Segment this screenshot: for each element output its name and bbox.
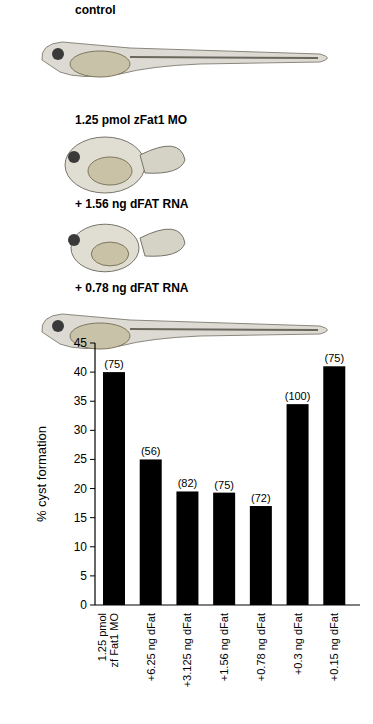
bar [176, 491, 198, 605]
fish-body [42, 42, 328, 77]
y-axis [94, 343, 95, 605]
bar [213, 493, 235, 605]
y-tick [90, 459, 95, 460]
fish-tail [140, 146, 185, 173]
fish-edema [71, 224, 139, 272]
fish-notochord [130, 57, 318, 58]
y-tick [90, 430, 95, 431]
x-tick-label: +1.56 ng dFat [218, 613, 230, 681]
y-tick-label: 0 [80, 598, 87, 612]
y-tick [90, 546, 95, 547]
y-tick-label: 35 [74, 394, 88, 408]
fish-image [42, 42, 328, 77]
fish-notochord [130, 329, 318, 330]
y-tick [90, 517, 95, 518]
x-tick-label-group: +0.15 ng dFat [328, 613, 340, 681]
bar-annotation: (56) [141, 445, 161, 457]
y-tick [90, 401, 95, 402]
bar-annotation: (100) [285, 390, 311, 402]
x-tick-label: +0.3 ng dFat [292, 613, 304, 675]
bar [140, 459, 162, 605]
fish-edema [65, 137, 145, 193]
y-tick [90, 372, 95, 373]
fish-yolk [91, 242, 128, 266]
panel-label: control [75, 3, 116, 17]
y-tick-label: 25 [74, 452, 88, 466]
panel-label: 1.25 pmol zFat1 MO [75, 113, 187, 127]
fish-image [68, 224, 185, 272]
fish-yolk [70, 323, 130, 349]
y-axis-label: % cyst formation [34, 426, 49, 522]
bars [103, 366, 345, 605]
y-tick-label: 30 [74, 423, 88, 437]
y-tick [90, 575, 95, 576]
bar-annotation: (75) [325, 352, 345, 364]
panel-label: + 0.78 ng dFAT RNA [75, 281, 189, 295]
panel-label: + 1.56 ng dFAT RNA [75, 197, 189, 211]
bar [323, 366, 345, 605]
y-tick-label: 5 [80, 569, 87, 583]
bar [250, 506, 272, 605]
fish-eye [68, 151, 80, 163]
x-axis [95, 604, 360, 605]
bar-annotation: (72) [251, 492, 271, 504]
x-tick-label: +0.15 ng dFat [328, 613, 340, 681]
y-tick [90, 605, 95, 606]
fish-yolk [88, 157, 132, 185]
bar [103, 372, 125, 605]
y-tick-label: 45 [74, 336, 88, 350]
x-tick-label-group: 1.25 pmolzf Fat1 MO [96, 613, 120, 668]
y-tick-label: 10 [74, 540, 88, 554]
y-tick [90, 488, 95, 489]
x-tick-label-group: +3.125 ng dFat [181, 613, 193, 687]
y-tick-label: 20 [74, 482, 88, 496]
fish-eye [52, 48, 64, 60]
bar-annotation: (75) [104, 358, 124, 370]
x-tick-label-group: +6.25 ng dFat [145, 613, 157, 681]
x-tick-label: +3.125 ng dFat [181, 613, 193, 687]
fish-tail [140, 229, 185, 256]
y-tick-label: 40 [74, 365, 88, 379]
x-tick-label-group: +0.78 ng dFat [255, 613, 267, 681]
bar-annotation: (75) [214, 479, 234, 491]
figure: control 1.25 pmol zFat1 MO + 1.56 ng dFAT … [0, 0, 373, 724]
x-tick-label: +0.78 ng dFat [255, 613, 267, 681]
x-tick-label: +6.25 ng dFat [145, 613, 157, 681]
x-tick-label: 1.25 pmol [96, 613, 108, 661]
fish-eye [52, 320, 64, 332]
x-tick-label-group: +1.56 ng dFat [218, 613, 230, 681]
fish-image [42, 314, 328, 349]
bar-annotation: (82) [178, 477, 198, 489]
bar [287, 404, 309, 605]
x-tick-label-group: +0.3 ng dFat [292, 613, 304, 675]
fish-yolk [70, 51, 130, 77]
x-tick-label: zf Fat1 MO [108, 613, 120, 668]
y-tick-label: 15 [74, 511, 88, 525]
fish-image [65, 137, 185, 193]
y-tick [90, 343, 95, 344]
fish-eye [68, 234, 80, 246]
